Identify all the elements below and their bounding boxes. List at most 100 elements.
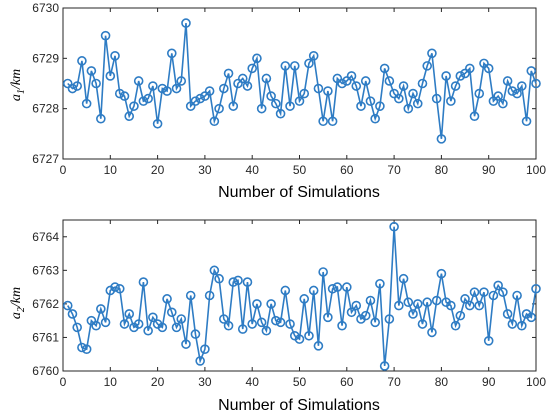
bottom-data-point [133,319,144,329]
bottom-data-point [507,319,518,329]
top-data-point [431,93,442,104]
bottom-data-point [176,314,187,324]
bottom-x-tick-label: 10 [104,375,118,389]
top-data-point [214,103,224,114]
bottom-data-point [119,319,130,329]
top-data-point [327,116,338,127]
bottom-x-tick-label: 50 [293,375,307,389]
top-data-point [176,76,187,86]
bottom-data-point [62,300,73,311]
top-data-point [200,91,210,101]
bottom-data-point [351,300,362,311]
top-data-point [479,58,489,69]
top-data-point [266,91,276,101]
top-data-point [275,108,286,119]
top-data-point [422,61,433,71]
bottom-series-line [67,226,537,367]
bottom-data-point [242,277,253,287]
top-data-point [289,61,300,71]
subplot-bottom: 0 10 20 30 40 50 60 70 80 90 100 6760 6761 6762 6763 67… [9,219,546,414]
top-data-point [360,76,371,86]
bottom-data-point [450,320,461,331]
top-data-point [261,73,272,84]
bottom-data-point [479,287,489,297]
bottom-data-point [346,307,357,318]
top-data-point [96,113,106,124]
bottom-data-point [190,329,201,339]
top-series-line [67,23,537,139]
bottom-data-point [304,330,314,341]
bottom-data-point [261,325,272,336]
bottom-data-point [412,299,423,309]
top-data-point [446,96,456,106]
top-data-point [346,71,357,81]
top-data-point [280,61,291,71]
top-y-tick-label: 6728 [32,102,59,116]
bottom-data-point [162,294,172,304]
top-data-point [521,116,532,127]
top-data-point [148,81,158,91]
top-x-tick-label: 30 [198,163,212,177]
bottom-data-point [337,320,347,331]
bottom-data-point [389,221,399,232]
top-data-point [384,76,395,86]
top-data-point [77,56,87,66]
bottom-data-point [294,334,305,344]
top-x-tick-label: 50 [293,163,307,177]
top-xlabel: Number of Simulations [218,184,380,201]
top-data-point [204,86,215,96]
bottom-data-point [502,309,513,319]
bottom-data-point [384,314,395,324]
top-x-tick-label: 100 [526,163,546,177]
top-data-point [100,30,111,41]
top-data-point [138,96,149,106]
top-data-point [72,81,82,91]
top-data-point [398,81,409,91]
bottom-data-point [327,283,338,294]
top-data-point [337,78,347,89]
bottom-y-tick-label: 6763 [32,263,59,277]
bottom-data-point [138,277,149,287]
top-data-point [67,83,78,94]
bottom-data-point [460,294,470,304]
bottom-data-point [275,317,286,328]
top-data-point [474,88,485,99]
top-data-point [105,71,116,81]
bottom-data-point [114,283,125,294]
bottom-x-tick-label: 70 [387,375,401,389]
top-ylabel: a1/km [9,69,27,101]
top-data-point [110,51,120,61]
top-data-point [356,101,366,111]
top-data-point [81,98,92,109]
bottom-data-point [469,287,480,297]
bottom-ylabel-main: a [9,312,24,319]
top-data-point [417,78,428,89]
top-axes-frame [62,7,537,160]
top-data-point [450,81,461,91]
subplot-top: 0 10 20 30 40 50 60 70 80 90 100 6727 6728 6729 6730 N… [9,1,546,201]
bottom-data-point [237,324,248,334]
top-data-point [493,91,503,101]
bottom-data-point [195,356,205,366]
top-data-point [308,51,319,61]
bottom-data-point [81,344,92,354]
bottom-y-tick-label: 6762 [32,297,59,311]
top-data-point [318,116,328,127]
bottom-data-point [403,297,414,308]
bottom-data-point [464,300,475,311]
bottom-data-point [370,317,380,328]
top-data-point [408,88,418,99]
bottom-data-point [157,322,168,333]
bottom-data-point [77,342,87,353]
top-data-point [157,83,168,94]
bottom-data-point [318,267,328,277]
top-data-point [436,134,447,144]
top-data-point [119,91,130,101]
bottom-data-point [110,282,120,292]
top-data-point [247,63,257,74]
top-data-point [152,118,163,129]
bottom-data-point [100,317,111,328]
top-data-point [412,98,423,109]
top-data-point [403,103,414,114]
bottom-data-point [323,312,333,323]
